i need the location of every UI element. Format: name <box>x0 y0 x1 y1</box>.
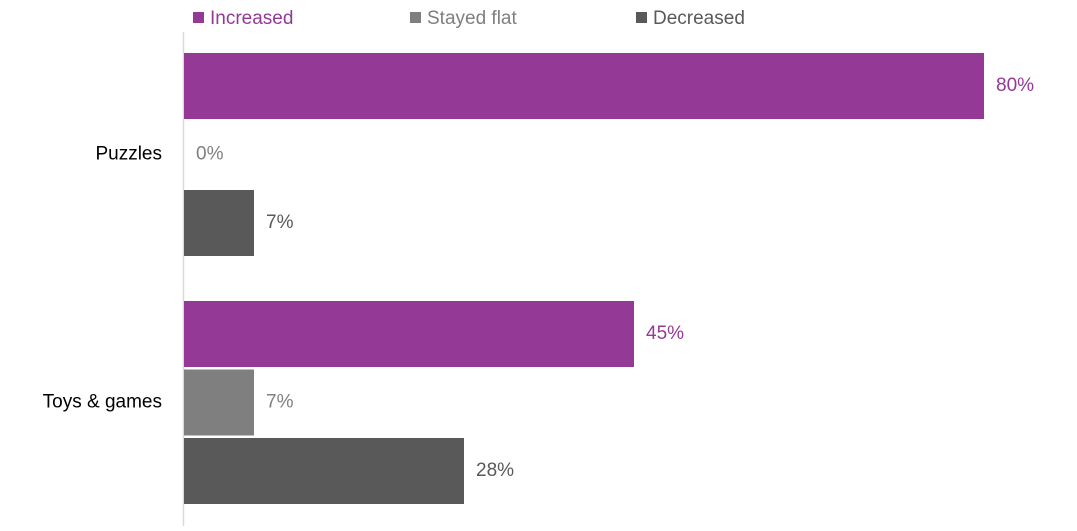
legend-label-increased: Increased <box>210 8 294 29</box>
bar-toys-games-stayed-flat <box>184 369 254 436</box>
legend-item-increased: Increased <box>193 6 293 32</box>
data-label-puzzles-increased: 80% <box>996 75 1034 96</box>
bar-toys-games-increased <box>184 301 634 367</box>
legend-item-stayed-flat: Stayed flat <box>410 6 517 32</box>
data-label-toys-games-increased: 45% <box>646 323 684 344</box>
legend-item-decreased: Decreased <box>636 6 745 32</box>
legend-swatch-increased <box>193 12 204 23</box>
legend-swatch-decreased <box>636 12 647 23</box>
bar-puzzles-decreased <box>184 190 254 256</box>
legend-swatch-stayed-flat <box>410 12 421 23</box>
legend-label-stayed-flat: Stayed flat <box>427 8 517 29</box>
data-label-toys-games-stayed-flat: 7% <box>266 392 294 413</box>
chart-legend: Increased Stayed flat Decreased <box>0 6 1077 32</box>
bar-toys-games-decreased <box>184 438 464 504</box>
legend-label-decreased: Decreased <box>653 8 745 29</box>
category-label-toys-games: Toys & games <box>43 392 162 413</box>
data-label-toys-games-decreased: 28% <box>476 460 514 481</box>
data-label-puzzles-stayed-flat: 0% <box>196 144 224 165</box>
bar-puzzles-increased <box>184 53 984 119</box>
category-label-puzzles: Puzzles <box>95 144 162 165</box>
data-label-puzzles-decreased: 7% <box>266 212 294 233</box>
